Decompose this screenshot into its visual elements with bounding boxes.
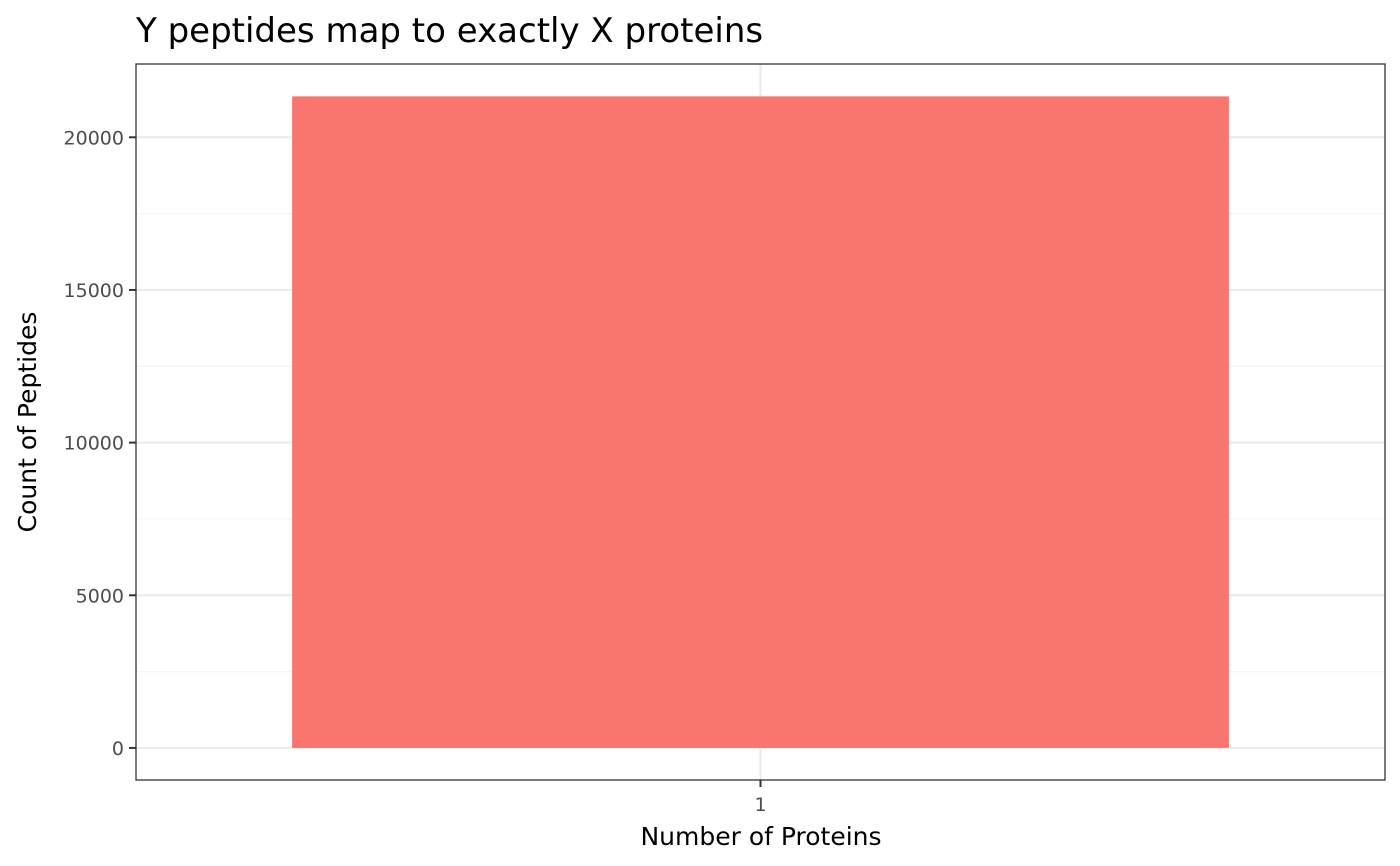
bar-layer	[292, 96, 1229, 748]
y-tick-label: 20000	[64, 127, 124, 149]
y-tick-label: 10000	[64, 433, 124, 455]
axis-layer: 0 5000 10000 15000 20000 1	[64, 127, 767, 816]
chart-title: Y peptides map to exactly X proteins	[135, 11, 763, 51]
y-tick-label: 5000	[76, 585, 124, 607]
bar-1	[292, 96, 1229, 748]
y-axis-title: Count of Peptides	[13, 312, 42, 533]
y-tick-label: 0	[112, 738, 124, 760]
x-tick-label: 1	[754, 794, 766, 816]
y-tick-label: 15000	[64, 280, 124, 302]
x-axis-title: Number of Proteins	[640, 822, 881, 851]
